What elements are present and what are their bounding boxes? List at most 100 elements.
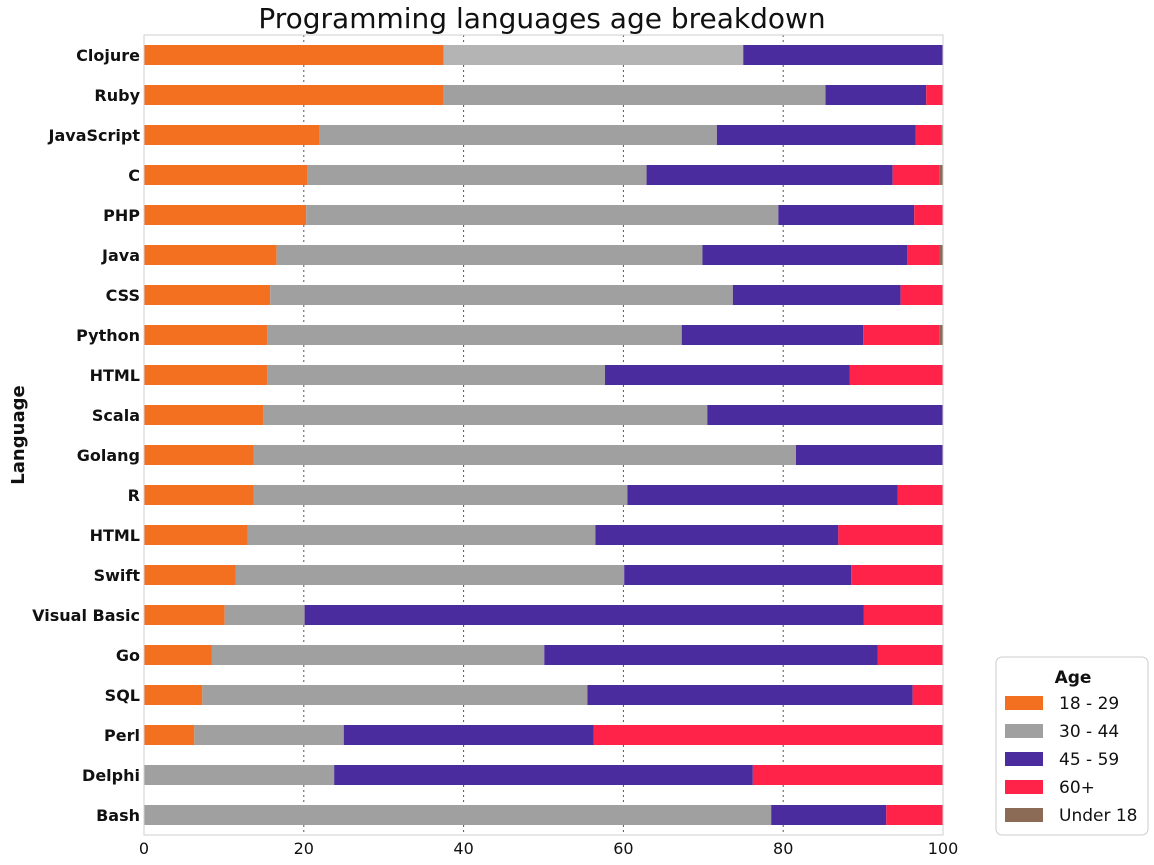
bar-segment [211, 645, 545, 665]
bar-segment [892, 165, 940, 185]
bar-segment [144, 85, 444, 105]
bar-segment [851, 565, 943, 585]
bar-segment [224, 605, 305, 625]
y-axis-title: Language [8, 385, 29, 484]
bar-segment [702, 245, 908, 265]
y-tick-label: Clojure [76, 46, 140, 65]
y-tick-label: HTML [90, 526, 140, 545]
y-tick-label: Bash [96, 806, 140, 825]
bar-segment [144, 205, 307, 225]
bar-segment [941, 125, 943, 145]
bar-segment [646, 165, 893, 185]
bar-segment [939, 245, 943, 265]
bar-segment [825, 85, 927, 105]
bar-segment [144, 565, 236, 585]
bar-segment [144, 365, 268, 385]
bar-segment [235, 565, 625, 585]
bar-segment [605, 365, 850, 385]
legend-label: 18 - 29 [1059, 694, 1119, 714]
bar-segment [144, 125, 320, 145]
bar-segment [926, 85, 943, 105]
bar-segment [627, 485, 898, 505]
bar-segment [144, 725, 195, 745]
bar-segment [304, 605, 864, 625]
legend-label: 60+ [1059, 778, 1095, 798]
x-axis-tick-labels: 0 20 40 60 80 100 [139, 839, 958, 858]
bar-segment [587, 685, 913, 705]
bars [144, 45, 943, 825]
bar-segment [443, 85, 826, 105]
y-tick-label: SQL [105, 686, 140, 705]
y-tick-label: Delphi [82, 766, 140, 785]
y-axis-tick-labels: Clojure Ruby JavaScript C PHP Java CSS Python HT… [32, 46, 140, 825]
y-tick-label: Perl [104, 726, 140, 745]
y-tick-label: C [128, 166, 140, 185]
x-tick-label: 80 [773, 839, 793, 858]
bar-segment [144, 525, 248, 545]
y-tick-label: Python [76, 326, 140, 345]
bar-segment [593, 725, 943, 745]
y-tick-label: JavaScript [48, 126, 141, 145]
bar-segment [144, 645, 212, 665]
bar-segment [276, 245, 703, 265]
bar-segment [795, 445, 943, 465]
bar-segment [897, 485, 943, 505]
bar-segment [771, 805, 887, 825]
plot-area [143, 34, 944, 836]
legend-swatch [1005, 780, 1043, 794]
bar-segment [334, 765, 753, 785]
bar-segment [144, 605, 225, 625]
bar-segment [716, 125, 916, 145]
chart-title: Programming languages age breakdown [258, 2, 825, 35]
bar-segment [681, 325, 864, 345]
bar-segment [144, 325, 268, 345]
bar-segment [544, 645, 878, 665]
bar-segment [907, 245, 940, 265]
y-tick-label: Visual Basic [32, 606, 140, 625]
x-tick-label: 0 [139, 839, 149, 858]
bar-segment [778, 205, 915, 225]
bar-segment [877, 645, 943, 665]
x-tick-label: 60 [613, 839, 633, 858]
bar-segment [912, 685, 943, 705]
bar-segment [939, 165, 943, 185]
bar-segment [443, 45, 744, 65]
legend-swatch [1005, 696, 1043, 710]
bar-segment [863, 605, 943, 625]
bar-segment [849, 365, 943, 385]
y-tick-label: Go [116, 646, 140, 665]
bar-segment [247, 525, 596, 545]
bar-segment [624, 565, 852, 585]
bar-segment [144, 405, 264, 425]
legend-swatch [1005, 724, 1043, 738]
bar-segment [253, 445, 796, 465]
bar-segment [144, 285, 271, 305]
bar-segment [144, 445, 254, 465]
legend: Age 18 - 29 30 - 44 45 - 59 60+ Under 18 [995, 656, 1149, 836]
bar-segment [270, 285, 733, 305]
legend-swatch [1005, 808, 1043, 822]
bar-segment [707, 405, 943, 425]
bar-segment [732, 285, 901, 305]
y-tick-label: PHP [103, 206, 140, 225]
bar-segment [144, 245, 277, 265]
bar-segment [914, 205, 943, 225]
bar-segment [915, 125, 942, 145]
y-tick-label: Ruby [94, 86, 140, 105]
gridlines [303, 35, 784, 835]
bar-segment [144, 685, 203, 705]
bar-segment [743, 45, 943, 65]
bar-segment [939, 325, 943, 345]
bar-segment [253, 485, 628, 505]
legend-title: Age [1055, 668, 1092, 688]
bar-segment [267, 365, 606, 385]
bar-segment [319, 125, 717, 145]
legend-swatch [1005, 752, 1043, 766]
bar-segment [194, 725, 344, 745]
legend-label: Under 18 [1059, 806, 1138, 826]
y-tick-label: Swift [94, 566, 141, 585]
bar-segment [144, 765, 335, 785]
bar-segment [863, 325, 940, 345]
bar-segment [306, 205, 779, 225]
bar-segment [144, 45, 444, 65]
